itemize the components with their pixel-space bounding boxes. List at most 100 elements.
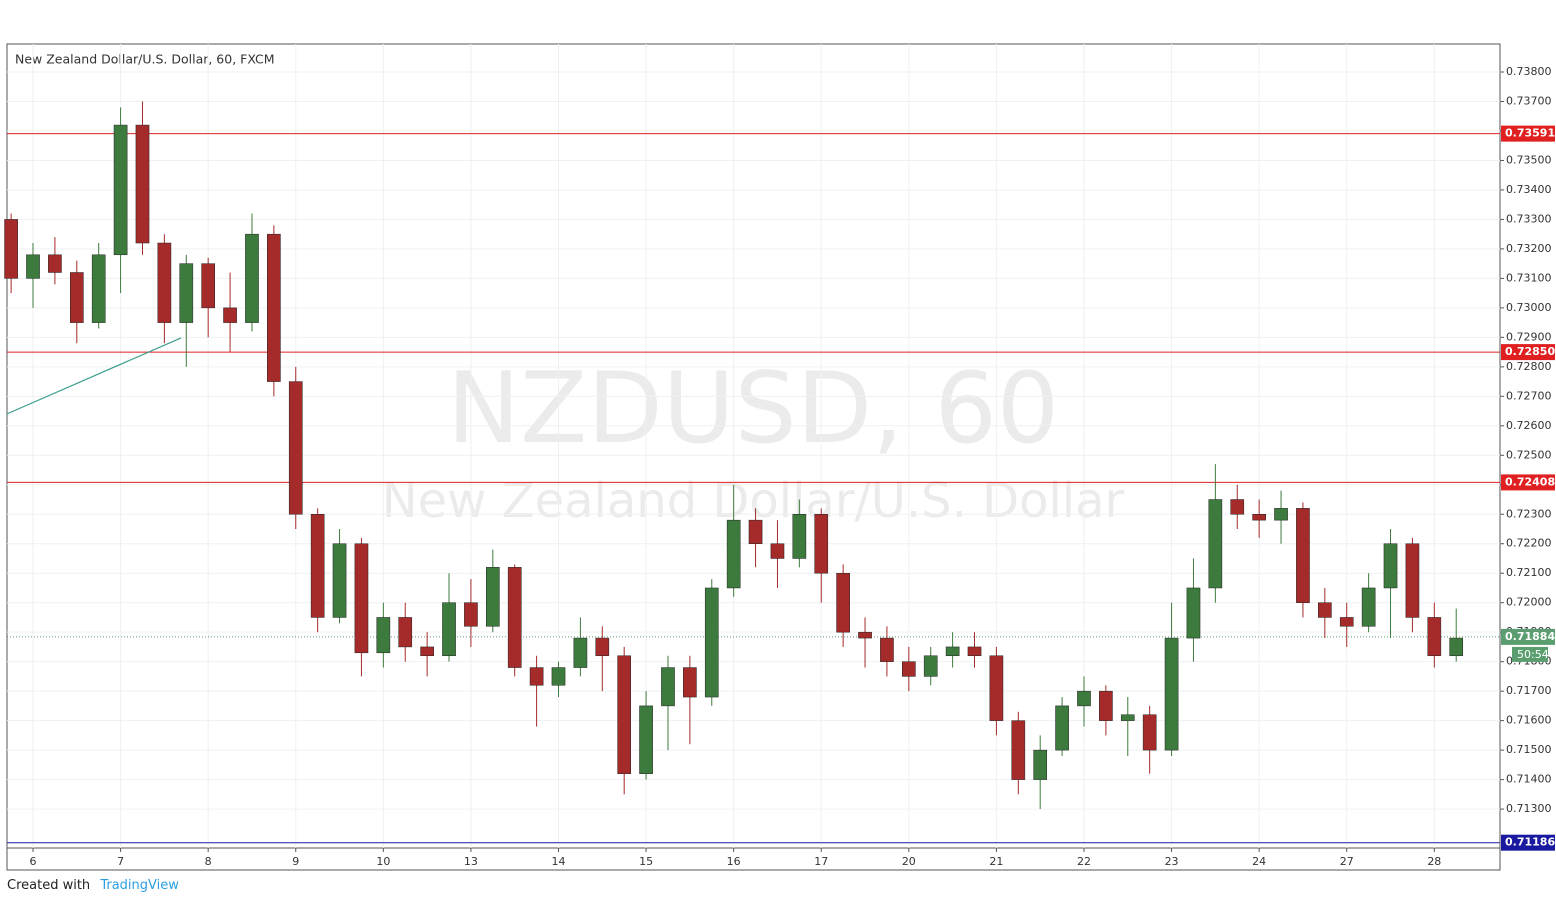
candle-body — [945, 646, 960, 657]
candle-body — [1077, 690, 1091, 707]
candle-body — [267, 233, 281, 382]
candle-body — [858, 631, 872, 639]
level-label-box — [1501, 474, 1555, 491]
x-tick-label: 22 — [1077, 855, 1091, 868]
candle-body — [354, 543, 369, 654]
candle-body — [398, 617, 413, 648]
y-tick-label: 0.73100 — [1506, 271, 1552, 284]
candle-body — [1252, 514, 1266, 521]
x-tick-label: 24 — [1252, 855, 1266, 868]
level-label: 0.72850 — [1505, 345, 1555, 358]
candle-body — [1339, 617, 1354, 627]
y-tick-label: 0.71700 — [1506, 684, 1552, 697]
y-tick-label: 0.73300 — [1506, 212, 1552, 225]
x-tick-label: 14 — [552, 855, 566, 868]
candle-body — [1099, 690, 1113, 721]
y-tick-label: 0.71300 — [1506, 802, 1552, 815]
x-tick-label: 21 — [989, 855, 1003, 868]
candle-body — [726, 519, 741, 589]
candle-body — [376, 617, 391, 654]
candle-body — [923, 655, 938, 677]
candle-body — [1427, 617, 1442, 657]
level-label: 0.71186 — [1505, 836, 1555, 849]
candle-body — [595, 637, 610, 657]
candle-body — [1033, 749, 1048, 780]
x-tick-label: 8 — [205, 855, 212, 868]
x-tick-label: 13 — [464, 855, 478, 868]
candle-body — [1296, 508, 1310, 603]
last-price-label: 0.71884 — [1505, 630, 1555, 643]
y-tick-label: 0.72500 — [1506, 448, 1552, 461]
candle-body — [1318, 602, 1332, 618]
x-tick-label: 7 — [117, 855, 124, 868]
x-tick-label: 15 — [639, 855, 653, 868]
y-tick-label: 0.72100 — [1506, 566, 1552, 579]
candle-body — [704, 587, 719, 698]
y-tick-label: 0.71500 — [1506, 743, 1552, 756]
candle-body — [245, 233, 259, 323]
y-tick-label: 0.72700 — [1506, 389, 1552, 402]
candle-body — [1383, 543, 1398, 589]
candle-body — [792, 514, 807, 559]
candle-body — [1361, 587, 1376, 627]
frame — [6, 43, 1501, 871]
candle-body — [1449, 637, 1464, 657]
candle-body — [1274, 508, 1288, 521]
candle-body — [464, 602, 478, 627]
candle-body — [617, 655, 632, 774]
x-tick-label: 17 — [814, 855, 828, 868]
candle-body — [26, 254, 40, 279]
candle-body — [4, 219, 18, 279]
y-tick-label: 0.72300 — [1506, 507, 1552, 520]
candle-body — [1055, 705, 1069, 751]
candle-body — [48, 254, 62, 273]
candle-body — [551, 667, 566, 686]
x-tick-label: 20 — [902, 855, 916, 868]
y-tick-label: 0.73400 — [1506, 183, 1552, 196]
candle-body — [529, 667, 544, 686]
y-tick-label: 0.71400 — [1506, 773, 1552, 786]
candle-body — [288, 381, 303, 515]
candle-body — [1208, 499, 1223, 589]
x-tick-label: 23 — [1165, 855, 1179, 868]
candle-body — [157, 242, 172, 323]
x-tick-label: 28 — [1427, 855, 1441, 868]
candle-body — [902, 661, 916, 677]
x-tick-label: 6 — [30, 855, 37, 868]
candle-body — [485, 567, 500, 627]
candle-body — [442, 602, 456, 657]
x-tick-label: 16 — [727, 855, 741, 868]
candle-body — [770, 543, 785, 559]
chart: NZDUSD, 60 New Zealand Dollar/U.S. Dolla… — [4, 43, 1555, 871]
candle-body — [201, 263, 215, 309]
candle-body — [1405, 543, 1420, 618]
candle-body — [332, 543, 347, 618]
watermark: NZDUSD, 60 — [447, 352, 1059, 466]
candle-body — [880, 637, 894, 662]
trend-line — [6, 337, 182, 415]
candle-body — [748, 519, 763, 544]
candle-body — [420, 646, 434, 657]
y-tick-label: 0.72900 — [1506, 330, 1552, 343]
y-tick-label: 0.72200 — [1506, 537, 1552, 550]
candle-body — [135, 124, 150, 244]
candle-body — [967, 646, 982, 657]
x-tick-label: 27 — [1340, 855, 1354, 868]
level-label: 0.72408 — [1505, 475, 1555, 488]
x-tick-label: 9 — [292, 855, 299, 868]
countdown-box — [1512, 646, 1548, 662]
candle-body — [113, 124, 128, 256]
level-label-box — [1501, 834, 1555, 851]
y-tick-label: 0.73800 — [1506, 65, 1552, 78]
y-tick-label: 0.73500 — [1506, 153, 1552, 166]
candle-body — [310, 514, 325, 618]
brand[interactable]: TradingView — [100, 878, 179, 893]
candle-body — [1164, 637, 1179, 751]
candle-body — [989, 655, 1004, 721]
countdown: 50:54 — [1517, 648, 1549, 661]
y-tick-label: 0.71600 — [1506, 714, 1552, 727]
candle-body — [91, 254, 106, 323]
level-label: 0.73591 — [1505, 127, 1555, 140]
candle-body — [639, 705, 653, 774]
